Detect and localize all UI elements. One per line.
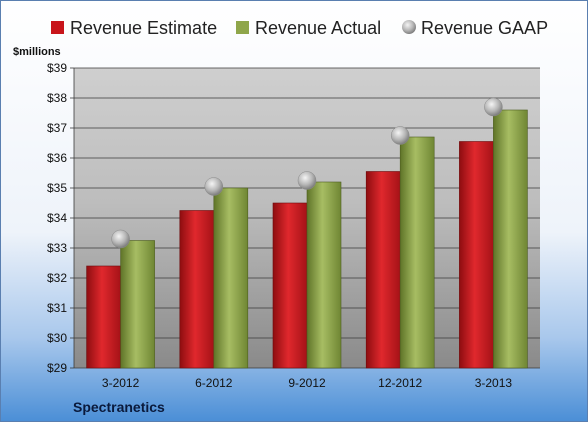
marker-revenue-gaap	[390, 126, 410, 145]
y-tick-label: $32	[47, 271, 67, 285]
bar-revenue-estimate	[272, 202, 308, 369]
marker-revenue-gaap	[111, 229, 130, 249]
y-tick-label: $39	[47, 61, 67, 75]
bar-revenue-actual	[120, 240, 155, 369]
bar-revenue-actual	[213, 187, 249, 369]
bar-revenue-estimate	[179, 210, 215, 369]
marker-revenue-gaap	[484, 97, 503, 117]
x-axis-ticks: 3-2012 6-2012 9-2012 12-2012 3-2013	[102, 376, 512, 390]
x-tick-label: 12-2012	[378, 376, 422, 390]
x-tick-label: 6-2012	[195, 376, 233, 390]
y-tick-label: $35	[47, 181, 67, 195]
marker-revenue-gaap	[297, 171, 317, 190]
legend-label-actual: Revenue Actual	[255, 18, 381, 38]
x-tick-label: 3-2013	[475, 376, 513, 390]
legend-swatch-estimate	[51, 21, 64, 34]
bar-revenue-actual	[493, 109, 528, 369]
y-tick-label: $29	[47, 361, 67, 375]
bar-revenue-actual	[306, 181, 342, 369]
bars	[86, 97, 528, 369]
legend-label-estimate: Revenue Estimate	[70, 18, 217, 38]
y-axis-ticks: $29 $30 $31 $32 $33 $34 $35 $36 $37 $38 $39	[47, 61, 75, 375]
marker-revenue-gaap	[204, 177, 224, 196]
y-axis-label: $millions	[13, 46, 61, 58]
y-tick-label: $30	[47, 331, 67, 345]
bar-revenue-estimate	[365, 171, 401, 369]
legend-swatch-actual	[236, 21, 249, 34]
legend: Revenue Estimate Revenue Actual Revenue …	[51, 18, 548, 38]
y-tick-label: $33	[47, 241, 67, 255]
legend-label-gaap: Revenue GAAP	[421, 18, 548, 38]
bar-revenue-actual	[399, 136, 435, 369]
y-tick-label: $37	[47, 121, 67, 135]
y-tick-label: $38	[47, 91, 67, 105]
bar-revenue-estimate	[459, 141, 494, 369]
y-tick-label: $31	[47, 301, 67, 315]
y-tick-label: $36	[47, 151, 67, 165]
company-name: Spectranetics	[73, 399, 165, 415]
bar-revenue-estimate	[86, 265, 121, 369]
legend-marker-gaap	[402, 20, 416, 34]
y-tick-label: $34	[47, 211, 67, 225]
x-tick-label: 3-2012	[102, 376, 140, 390]
x-tick-label: 9-2012	[288, 376, 326, 390]
